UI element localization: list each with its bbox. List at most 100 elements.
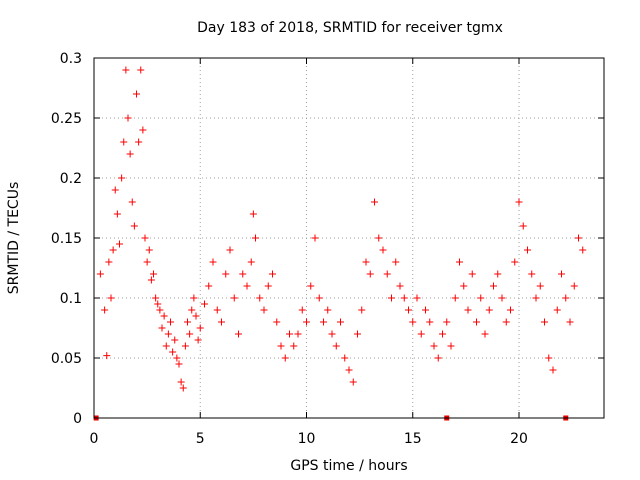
data-point: [575, 234, 582, 242]
data-point: [286, 330, 293, 338]
data-point: [105, 258, 113, 266]
data-point: [209, 258, 217, 266]
data-point: [320, 318, 327, 326]
data-point: [451, 294, 459, 302]
data-point: [164, 330, 172, 338]
data-point: [447, 342, 455, 350]
y-tick-label: 0.05: [51, 351, 82, 367]
data-point: [337, 318, 344, 326]
x-tick-label: 15: [404, 431, 422, 447]
data-point: [111, 186, 119, 194]
data-points: [96, 66, 587, 392]
data-point: [481, 330, 489, 338]
data-point: [109, 246, 117, 254]
data-point: [507, 306, 514, 314]
data-point: [434, 354, 442, 362]
data-point: [303, 318, 310, 326]
data-point: [103, 352, 111, 360]
data-point: [579, 246, 587, 254]
data-point: [498, 294, 506, 302]
data-point: [226, 246, 234, 254]
data-point: [464, 306, 472, 314]
data-point: [147, 276, 155, 284]
data-point: [116, 240, 123, 248]
data-point: [468, 270, 476, 278]
y-tick-label: 0.1: [60, 291, 82, 307]
data-point: [298, 306, 306, 314]
data-point: [96, 270, 104, 278]
data-point: [139, 126, 147, 134]
data-point: [160, 312, 168, 320]
data-point: [315, 294, 323, 302]
data-point: [101, 306, 109, 314]
data-point: [120, 138, 128, 146]
data-point: [167, 318, 174, 326]
x-tick-label: 10: [298, 431, 316, 447]
data-point: [549, 366, 557, 374]
data-point: [213, 306, 221, 314]
data-point: [171, 336, 179, 344]
data-point: [107, 294, 115, 302]
data-point: [485, 306, 493, 314]
data-point: [162, 342, 170, 350]
data-point: [511, 258, 519, 266]
data-point: [349, 378, 357, 386]
data-point: [473, 318, 480, 326]
plot-frame: [93, 57, 605, 419]
data-point: [456, 258, 463, 266]
data-point: [281, 354, 289, 362]
data-point: [260, 306, 268, 314]
data-point: [443, 318, 451, 326]
data-point: [124, 114, 132, 122]
data-point: [324, 306, 332, 314]
data-point: [169, 348, 177, 356]
data-point: [230, 294, 238, 302]
data-point: [252, 234, 259, 242]
data-point: [422, 306, 429, 314]
data-point: [515, 198, 523, 206]
axis-ticks: 0 0.05 0.1 0.15 0.2 0.25 0.3 0 5 10 15 20: [51, 51, 604, 447]
data-point: [400, 294, 408, 302]
data-point: [528, 270, 536, 278]
x-tick-label: 20: [510, 431, 528, 447]
data-point: [328, 330, 336, 338]
data-point: [562, 294, 570, 302]
data-point: [494, 270, 502, 278]
data-point: [358, 306, 366, 314]
data-point: [392, 258, 400, 266]
data-point: [570, 282, 578, 290]
data-point: [536, 282, 544, 290]
data-point: [269, 270, 276, 278]
data-point: [362, 258, 370, 266]
data-point: [133, 90, 140, 98]
data-point: [249, 210, 257, 218]
data-point: [277, 342, 285, 350]
data-point: [290, 342, 298, 350]
y-tick-label: 0.15: [51, 231, 82, 247]
data-point: [137, 66, 145, 74]
data-point: [396, 282, 404, 290]
grid-lines: [94, 58, 604, 418]
data-point: [156, 306, 164, 314]
data-point: [502, 318, 510, 326]
data-point: [239, 270, 247, 278]
data-point: [405, 306, 412, 314]
data-point: [186, 330, 194, 338]
data-point: [118, 174, 126, 182]
data-point: [192, 312, 200, 320]
data-point: [205, 282, 213, 290]
data-point: [179, 384, 187, 392]
data-point: [247, 258, 255, 266]
data-point: [490, 282, 497, 290]
x-tick-label: 0: [90, 431, 99, 447]
y-tick-label: 0.25: [51, 111, 82, 127]
y-tick-label: 0.3: [60, 51, 82, 67]
data-point: [152, 294, 160, 302]
data-point: [379, 246, 387, 254]
data-point: [256, 294, 264, 302]
data-point: [430, 342, 438, 350]
data-point: [541, 318, 548, 326]
data-point: [154, 300, 162, 308]
data-point: [383, 270, 391, 278]
data-point: [553, 306, 561, 314]
